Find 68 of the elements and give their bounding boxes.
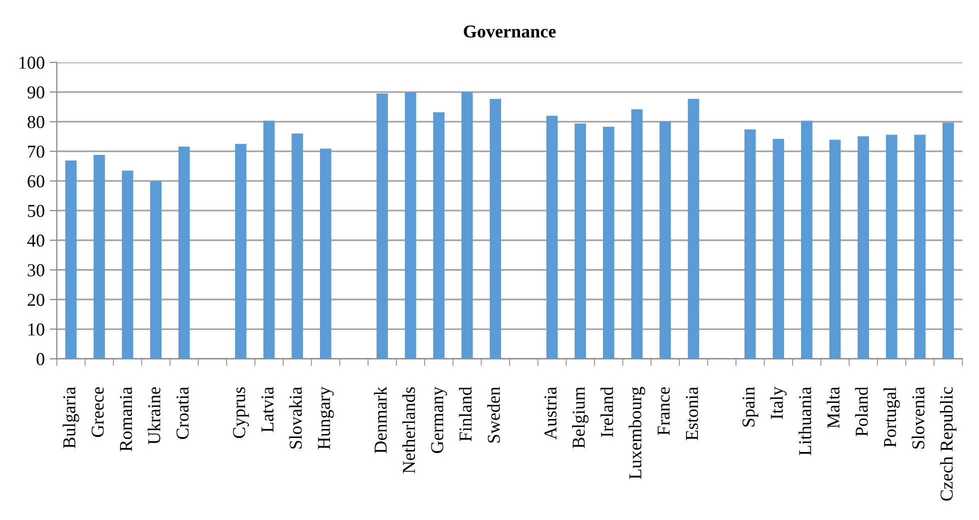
bar bbox=[178, 146, 190, 359]
bar bbox=[292, 134, 303, 359]
bar bbox=[660, 121, 671, 359]
bar bbox=[65, 160, 77, 359]
bar bbox=[235, 144, 246, 359]
x-tick-label: Belgium bbox=[572, 386, 589, 448]
bar bbox=[94, 154, 105, 359]
bar bbox=[829, 140, 841, 359]
x-tick-label: France bbox=[658, 387, 670, 436]
x-tick-label: Finland bbox=[458, 386, 472, 442]
y-tick-label: 0 bbox=[36, 353, 44, 366]
x-tick-label: Slovenia bbox=[912, 386, 924, 449]
bar bbox=[376, 94, 388, 359]
x-tick-label: Ireland bbox=[600, 386, 614, 438]
y-tick-label: 20 bbox=[28, 294, 44, 306]
y-tick-label: 30 bbox=[28, 264, 44, 276]
bar bbox=[490, 98, 502, 359]
x-tick-label: Malta bbox=[826, 386, 840, 428]
y-tick-label: 40 bbox=[27, 234, 44, 247]
y-tick-label: 70 bbox=[28, 146, 44, 158]
y-tick-label: 90 bbox=[28, 86, 44, 98]
bar bbox=[914, 134, 926, 359]
x-tick-label: Slovakia bbox=[289, 386, 302, 449]
bar bbox=[744, 129, 756, 359]
x-tick-label: Germany bbox=[431, 386, 448, 454]
x-tick-label: Latvia bbox=[261, 386, 274, 432]
y-tick-label: 80 bbox=[28, 116, 44, 128]
bar bbox=[942, 122, 954, 359]
chart-title: Governance bbox=[464, 25, 556, 38]
x-tick-label: Czech Republic bbox=[940, 387, 956, 501]
x-tick-label: Netherlands bbox=[402, 387, 416, 474]
x-tick-label: Bulgaria bbox=[62, 386, 80, 448]
x-tick-label: Sweden bbox=[487, 386, 500, 443]
bar bbox=[886, 134, 898, 359]
bar bbox=[546, 116, 558, 359]
bar bbox=[461, 92, 473, 359]
bar bbox=[688, 98, 700, 359]
bar bbox=[433, 112, 444, 359]
y-tick-label: 100 bbox=[19, 56, 44, 69]
bar bbox=[801, 120, 812, 359]
x-tick-label: Estonia bbox=[686, 386, 698, 440]
x-tick-label: Greece bbox=[92, 387, 104, 437]
bar bbox=[122, 170, 134, 359]
bar bbox=[602, 126, 614, 359]
bar bbox=[150, 181, 162, 359]
x-tick-label: Austria bbox=[544, 386, 557, 440]
bar bbox=[631, 109, 643, 359]
x-tick-label: Poland bbox=[855, 386, 868, 436]
x-tick-label: Portugal bbox=[883, 386, 900, 448]
x-tick-label: Luxembourg bbox=[628, 386, 646, 480]
bar bbox=[320, 148, 332, 359]
y-tick-label: 60 bbox=[28, 175, 44, 188]
x-tick-label: Hungary bbox=[318, 386, 334, 450]
bar bbox=[772, 138, 784, 359]
x-tick-label: Croatia bbox=[176, 386, 189, 439]
bar bbox=[404, 92, 416, 359]
bar bbox=[263, 120, 275, 359]
bar bbox=[858, 136, 869, 359]
x-tick-label: Cyprus bbox=[233, 387, 249, 438]
x-tick-label: Romania bbox=[120, 386, 132, 452]
y-tick-label: 50 bbox=[28, 204, 44, 218]
bar bbox=[574, 123, 586, 359]
y-tick-label: 10 bbox=[28, 323, 44, 336]
x-tick-label: Ukraine bbox=[148, 387, 160, 444]
x-tick-label: Denmark bbox=[374, 386, 387, 454]
x-tick-label: Lithuania bbox=[798, 386, 812, 456]
x-tick-label: Italy bbox=[770, 386, 787, 420]
x-tick-label: Spain bbox=[742, 386, 758, 426]
